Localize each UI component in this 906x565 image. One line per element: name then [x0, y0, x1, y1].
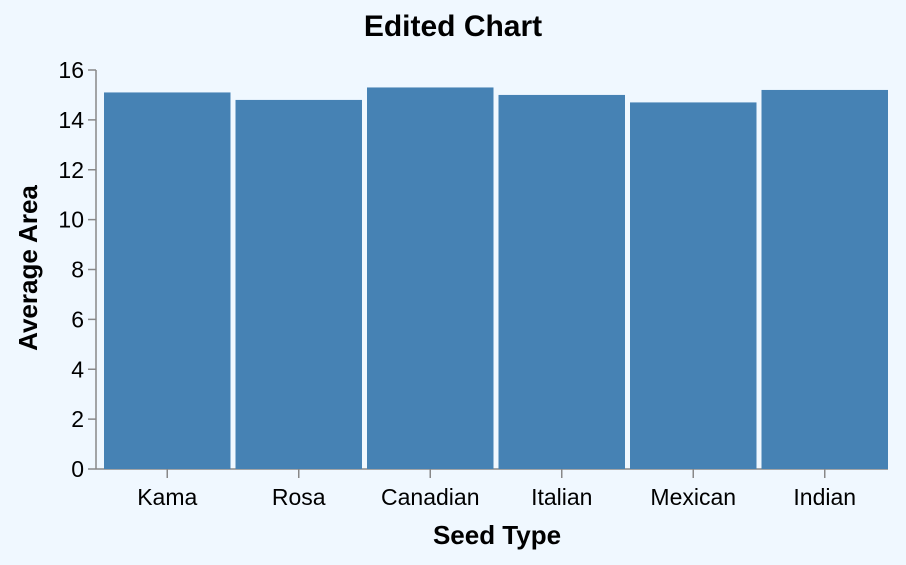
x-axis-title: Seed Type: [433, 520, 561, 550]
y-tick-label: 4: [71, 356, 84, 382]
y-tick-label: 12: [58, 157, 84, 183]
x-tick-label: Mexican: [650, 484, 736, 510]
y-tick-label: 8: [71, 257, 84, 283]
x-axis: Kama Rosa Canadian Italian Mexican Indian: [96, 468, 888, 510]
x-tick-label: Kama: [137, 484, 197, 510]
bar-kama: [104, 92, 231, 469]
y-tick-label: 0: [71, 456, 84, 482]
y-tick-label: 6: [71, 306, 84, 332]
y-tick-label: 2: [71, 406, 84, 432]
x-tick-label: Canadian: [381, 484, 479, 510]
x-tick-label: Rosa: [272, 484, 326, 510]
bar-indian: [761, 89, 888, 469]
bar-series: [104, 87, 888, 470]
bar-rosa: [235, 99, 362, 470]
y-tick-label: 14: [58, 107, 84, 133]
y-axis-title: Average Area: [13, 185, 43, 351]
y-tick-label: 10: [58, 207, 84, 233]
y-axis: 0 2 4 6 8 10 12 14 16: [58, 57, 97, 482]
bar-italian: [498, 94, 625, 469]
chart-title: Edited Chart: [364, 10, 542, 43]
x-tick-label: Indian: [793, 484, 856, 510]
bar-mexican: [630, 102, 757, 469]
y-tick-label: 16: [58, 57, 84, 83]
bar-canadian: [367, 87, 494, 470]
x-tick-label: Italian: [531, 484, 592, 510]
